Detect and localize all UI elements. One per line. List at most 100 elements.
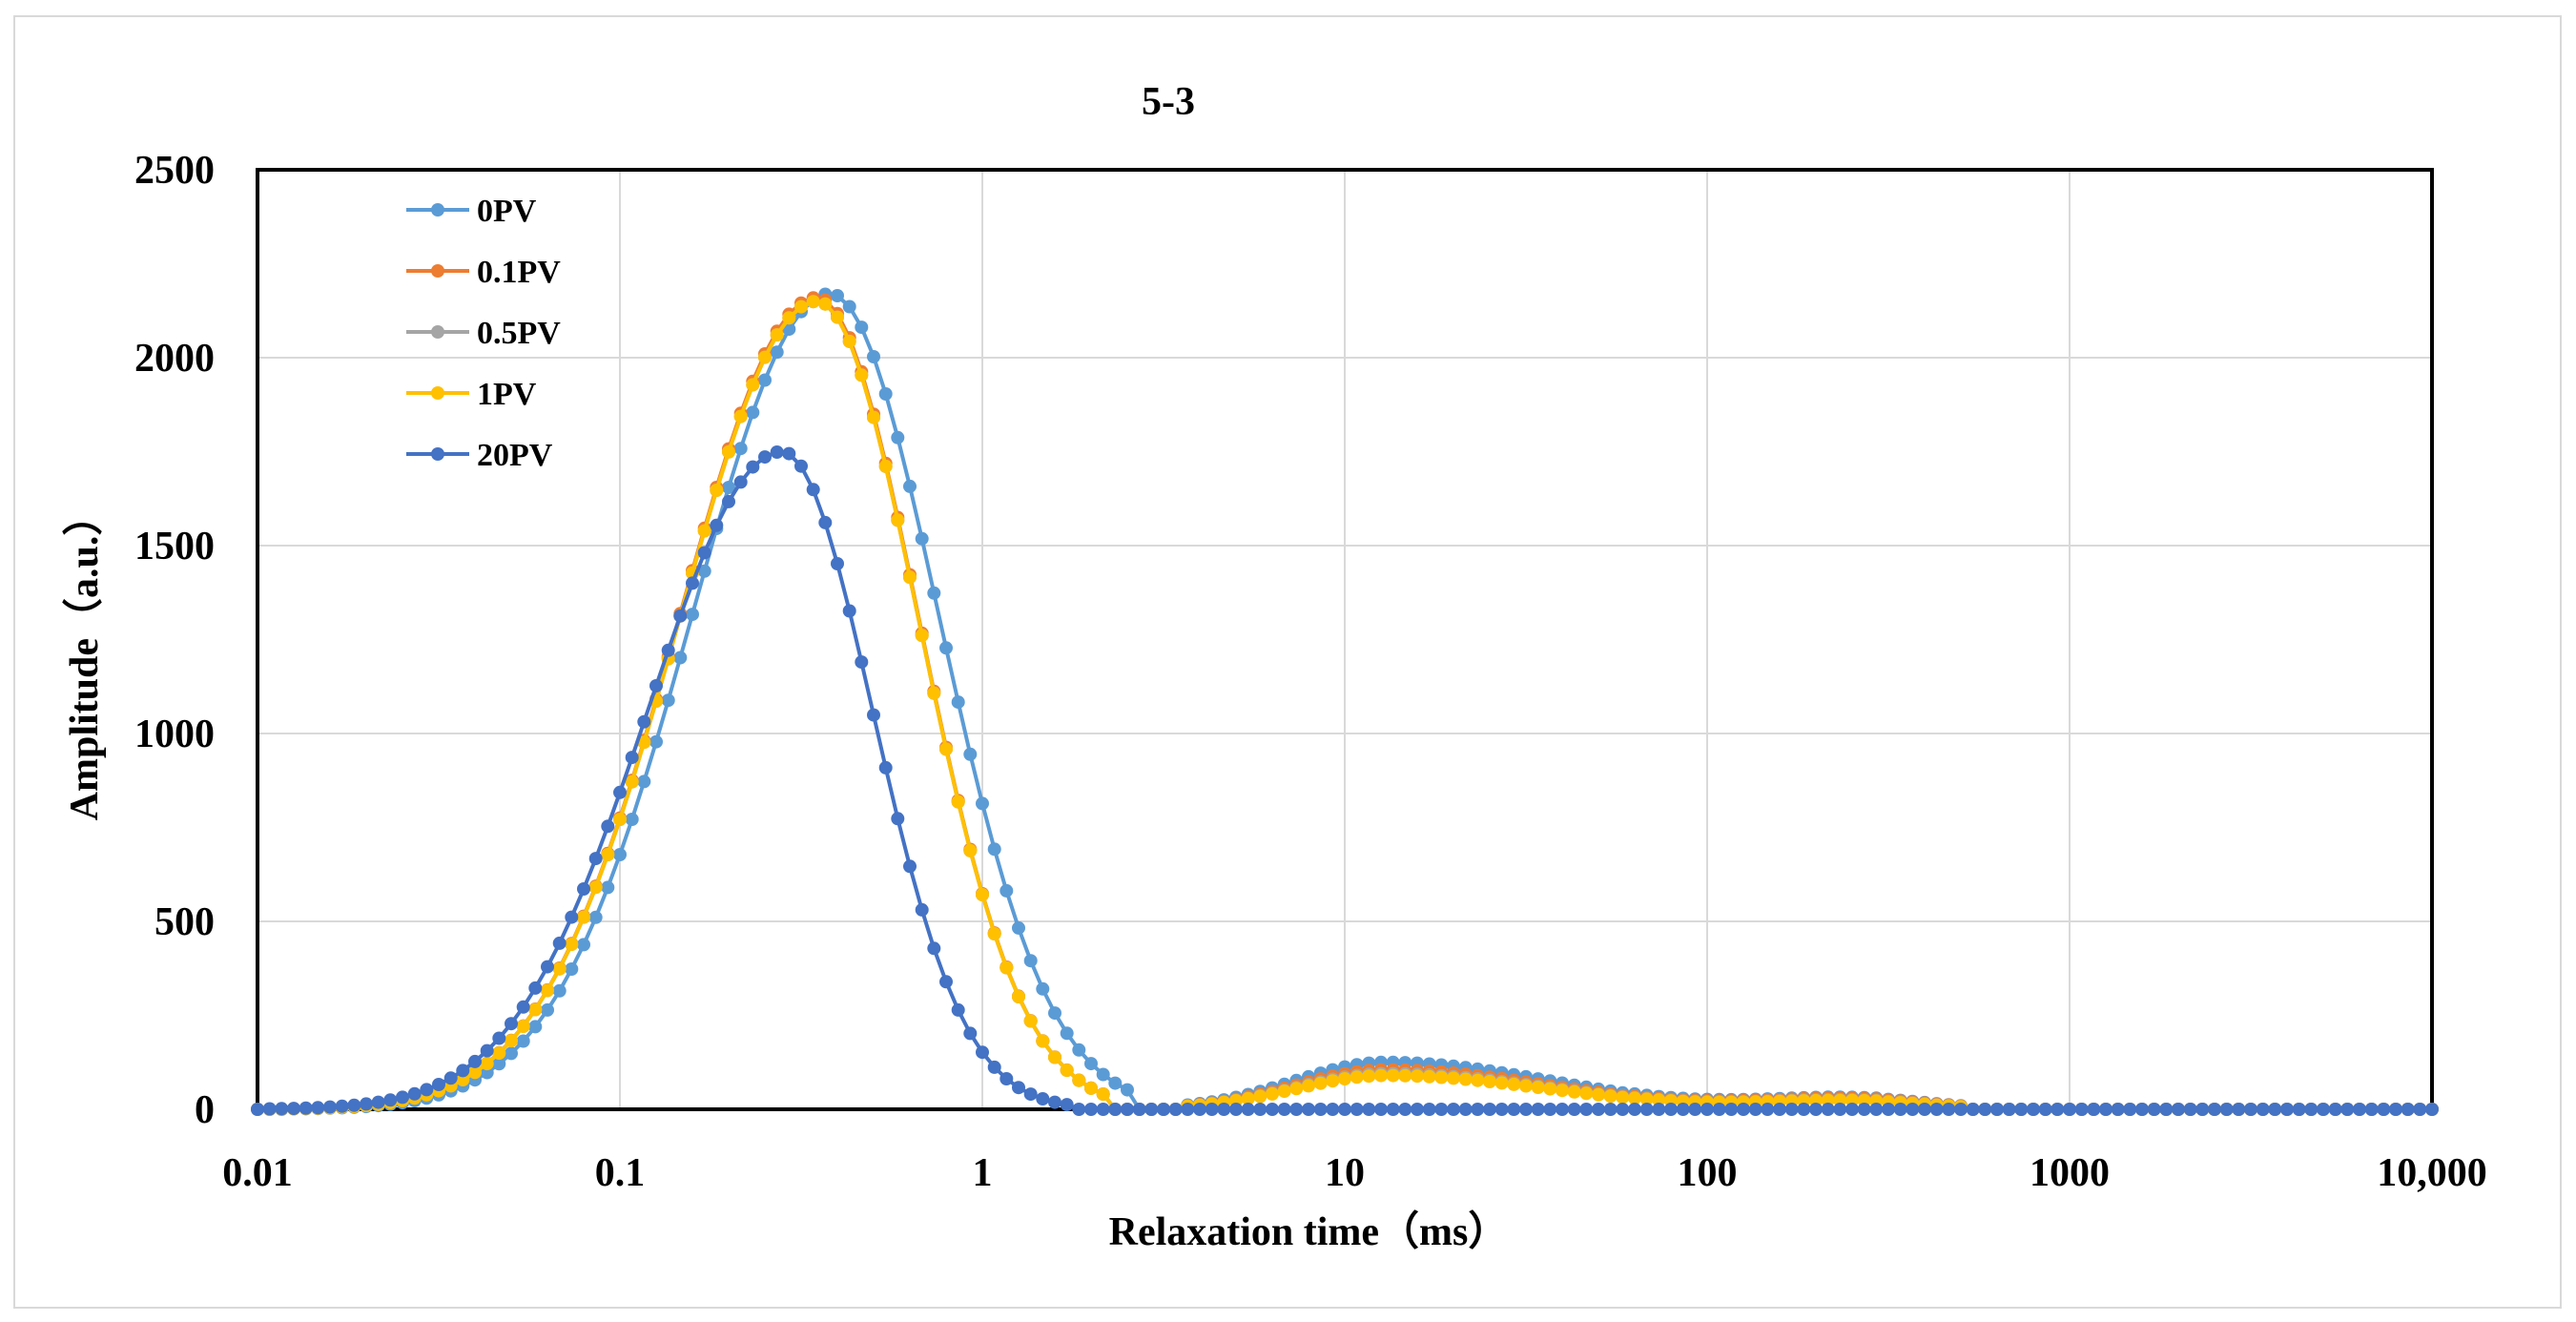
data-point (2183, 1103, 2197, 1116)
data-point (649, 679, 663, 692)
data-point (733, 475, 748, 489)
data-point (1616, 1090, 1630, 1105)
data-point (710, 484, 724, 497)
data-point (541, 1002, 554, 1017)
data-point (2425, 1103, 2439, 1116)
x-tick-labels: 0.01 0.1 1 10 100 1000 10,000 (222, 1151, 2487, 1195)
data-point (2014, 1103, 2029, 1116)
data-point (456, 1073, 470, 1086)
data-point (1132, 1103, 1146, 1116)
data-point (1121, 1083, 1134, 1097)
data-point (951, 795, 965, 809)
data-point (1603, 1089, 1618, 1104)
data-point (987, 1060, 1001, 1074)
data-point (1821, 1103, 1835, 1116)
data-point (722, 481, 735, 494)
data-point (492, 1046, 506, 1061)
data-point (818, 515, 833, 529)
data-point (1023, 1087, 1038, 1102)
data-point (1096, 1087, 1110, 1102)
data-point (1556, 1103, 1569, 1116)
data-point (1761, 1103, 1775, 1116)
data-point (552, 936, 567, 950)
data-point (2123, 1103, 2137, 1116)
data-point (1108, 1103, 1123, 1116)
data-point (2159, 1103, 2174, 1116)
data-point (915, 902, 929, 917)
data-point (999, 883, 1014, 898)
legend-item: 0PV (406, 194, 537, 229)
data-point (1012, 920, 1025, 935)
data-point (1302, 1079, 1315, 1093)
data-point (1229, 1103, 1243, 1116)
data-point (311, 1101, 325, 1115)
legend-label: 20PV (477, 438, 553, 473)
data-point (1386, 1068, 1400, 1083)
data-point (2087, 1103, 2101, 1116)
data-point (915, 531, 929, 546)
data-point (1181, 1103, 1195, 1116)
data-point (1507, 1077, 1521, 1091)
data-point (1048, 1050, 1061, 1064)
data-point (903, 859, 917, 874)
data-point (746, 378, 760, 392)
data-point (697, 564, 711, 578)
data-point (1266, 1103, 1279, 1116)
gridlines (257, 169, 2433, 1110)
data-point (1374, 1103, 1388, 1116)
data-point (1012, 1081, 1025, 1095)
data-point (1338, 1072, 1351, 1085)
data-point (432, 1078, 445, 1091)
data-point (1253, 1089, 1267, 1104)
data-point (1809, 1103, 1823, 1116)
data-point (347, 1098, 361, 1112)
data-point (1918, 1103, 1931, 1116)
data-point (1458, 1072, 1473, 1086)
data-point (782, 446, 796, 461)
data-point (649, 734, 663, 749)
data-point (262, 1102, 277, 1116)
legend-marker (431, 203, 444, 217)
data-point (976, 888, 989, 901)
data-point (1906, 1103, 1920, 1116)
data-point (1712, 1103, 1726, 1116)
data-point (1833, 1103, 1847, 1116)
data-point (987, 842, 1001, 857)
data-point (951, 695, 965, 710)
data-point (1217, 1103, 1231, 1116)
data-point (1688, 1103, 1702, 1116)
data-point (335, 1099, 349, 1113)
data-point (323, 1100, 337, 1114)
data-point (1639, 1092, 1654, 1106)
data-point (480, 1057, 494, 1071)
legend-label: 1PV (477, 377, 537, 412)
data-point (2027, 1103, 2040, 1116)
data-point (1628, 1091, 1641, 1105)
data-point (1616, 1103, 1630, 1116)
data-point (443, 1071, 458, 1085)
data-point (613, 848, 627, 861)
data-point (1266, 1086, 1279, 1101)
data-point (1168, 1103, 1183, 1116)
data-point (2353, 1103, 2366, 1116)
data-point (1362, 1103, 1376, 1116)
data-point (1592, 1103, 1605, 1116)
data-point (673, 651, 688, 665)
data-point (831, 557, 844, 570)
data-point (976, 1045, 989, 1060)
data-point (1447, 1071, 1460, 1085)
data-point (625, 813, 639, 826)
y-tick-label: 1500 (134, 525, 215, 568)
data-point (2401, 1103, 2415, 1116)
legend-item: 1PV (406, 377, 537, 412)
data-point (1012, 990, 1025, 1003)
y-tick-label: 1000 (134, 713, 215, 756)
data-point (782, 311, 796, 325)
data-point (2219, 1103, 2234, 1116)
data-point (1494, 1076, 1509, 1090)
data-point (1483, 1075, 1496, 1088)
data-point (492, 1031, 506, 1045)
legend-label: 0.5PV (477, 316, 561, 351)
data-point (588, 852, 603, 866)
data-point (360, 1097, 373, 1111)
